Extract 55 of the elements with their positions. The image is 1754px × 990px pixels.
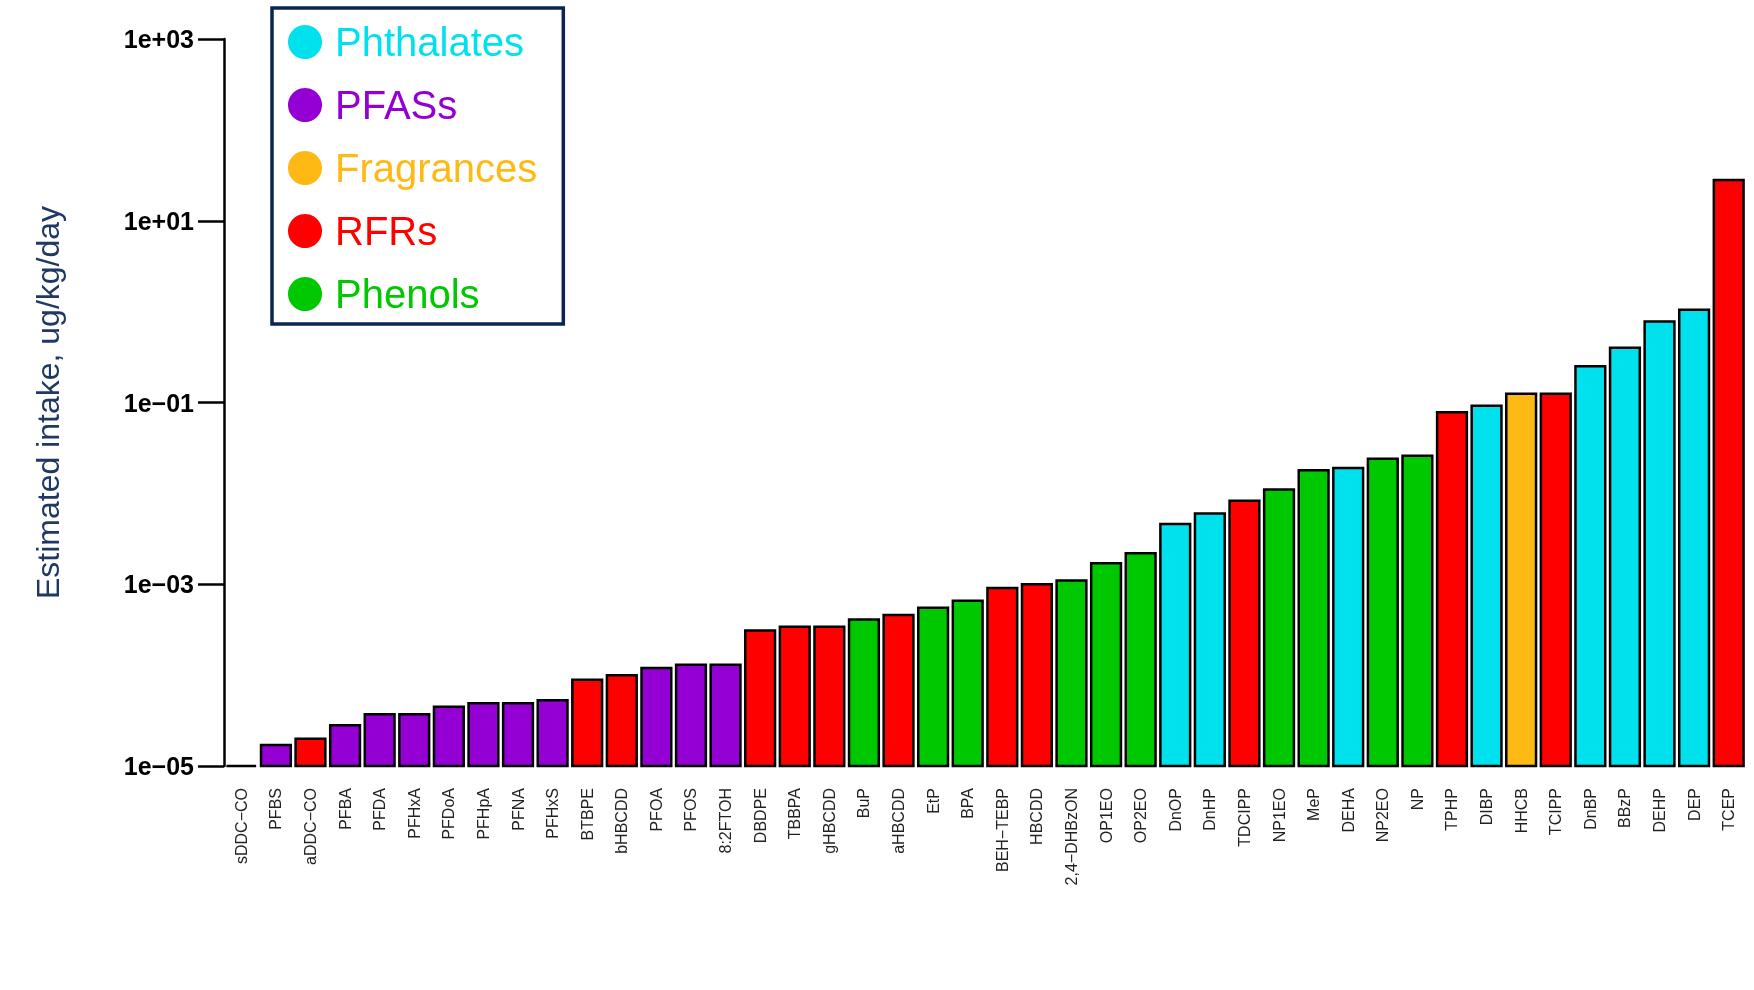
y-tick-label: 1e−05 — [123, 752, 195, 780]
x-tick-label: BEH−TEBP — [993, 788, 1011, 873]
x-tick-label: NP2EO — [1374, 788, 1392, 843]
x-tick-label: TDCIPP — [1235, 788, 1253, 847]
x-tick-label: OP1EO — [1097, 788, 1115, 844]
x-tick-label: DEHA — [1339, 787, 1357, 833]
x-tick-label: aDDC−CO — [301, 788, 319, 865]
x-tick-label: DIBP — [1478, 788, 1496, 826]
legend-label: Fragrances — [335, 146, 538, 190]
x-tick-label: PFOA — [647, 787, 665, 832]
x-tick-label: BPA — [959, 787, 977, 819]
x-tick-label: DnBP — [1581, 788, 1599, 830]
x-tick-label: PFDA — [371, 787, 389, 831]
x-tick-label: DEHP — [1651, 788, 1669, 833]
legend-label: Phthalates — [335, 20, 525, 64]
y-tick-label: 1e+01 — [123, 206, 195, 235]
legend-label: PFASs — [335, 83, 458, 127]
x-tick-label: PFBA — [336, 787, 354, 830]
x-tick-label: NP1EO — [1270, 788, 1288, 843]
y-tick-label: 1e−01 — [123, 388, 195, 417]
x-tick-label: PFHpA — [474, 787, 492, 840]
x-tick-label: PFDoA — [440, 787, 458, 840]
x-tick-label: BuP — [855, 788, 873, 819]
x-tick-label: TPHP — [1443, 788, 1461, 831]
x-tick-label: DEP — [1685, 788, 1703, 821]
x-tick-label: PFHxA — [405, 787, 423, 839]
x-tick-label: DnHP — [1201, 788, 1219, 831]
legend-label: RFRs — [335, 209, 438, 253]
x-tick-label: NP — [1408, 788, 1426, 811]
x-tick-label: DBDPE — [751, 788, 769, 844]
x-tick-label: HBCDD — [1028, 788, 1046, 845]
x-tick-label: PFBS — [267, 788, 285, 830]
x-tick-label: bHBCDD — [613, 788, 631, 854]
x-tick-label: aHBCDD — [890, 788, 908, 854]
y-tick-label: 1e−03 — [123, 570, 194, 599]
x-tick-label: TBBPA — [786, 787, 804, 840]
x-tick-label: TCEP — [1720, 788, 1738, 831]
x-tick-label: BTBPE — [578, 788, 596, 841]
y-tick-label: 1e+03 — [123, 25, 194, 53]
x-tick-label: MeP — [1305, 788, 1323, 821]
x-tick-label: sDDC−CO — [232, 788, 250, 865]
x-tick-label: OP2EO — [1132, 788, 1150, 844]
x-tick-label: EtP — [924, 788, 942, 814]
x-tick-label: PFHxS — [544, 788, 562, 839]
x-tick-label: HHCB — [1512, 788, 1530, 834]
x-tick-label: 8:2FTOH — [717, 788, 735, 854]
x-tick-label: BBzP — [1616, 788, 1634, 829]
y-axis-title: Estimated intake, ug/kg/day — [30, 205, 66, 600]
x-tick-label: PFNA — [509, 787, 527, 831]
x-tick-label: gHBCDD — [820, 788, 838, 854]
x-tick-label: PFOS — [682, 788, 700, 832]
x-tick-label: 2,4−DHBzON — [1062, 788, 1080, 886]
x-tick-label: DnOP — [1166, 788, 1184, 832]
x-tick-label: TCIPP — [1547, 788, 1565, 836]
legend-label: Phenols — [335, 272, 480, 316]
